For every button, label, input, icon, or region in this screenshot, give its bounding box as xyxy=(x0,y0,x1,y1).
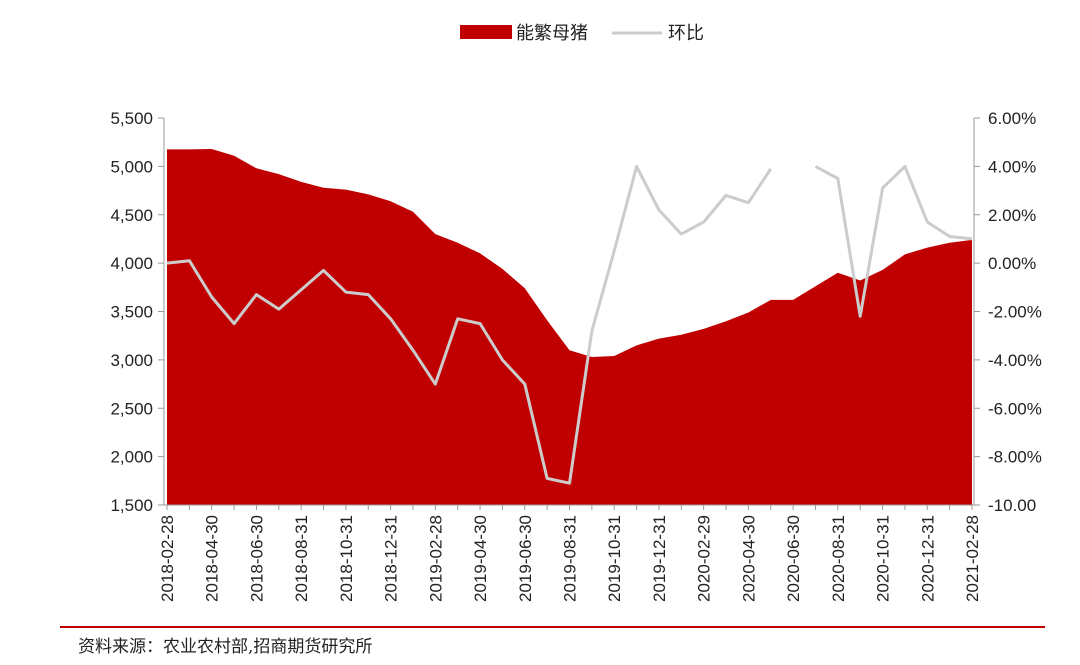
legend-label-sows: 能繁母猪 xyxy=(516,23,588,44)
x-tick-label: 2020-10-31 xyxy=(874,515,893,602)
x-tick-label: 2018-10-31 xyxy=(337,515,356,602)
right-tick-label: -4.00% xyxy=(988,351,1042,370)
x-tick-label: 2019-06-30 xyxy=(516,515,535,602)
x-tick-label: 2020-12-31 xyxy=(918,515,937,602)
plot-area: 1,500 2,000 2,500 3,000 3,500 4,000 4,500 5,000… xyxy=(110,109,1041,602)
x-tick-label: 2018-06-30 xyxy=(247,515,266,602)
x-tick-label: 2020-08-31 xyxy=(829,515,848,602)
left-tick-label: 5,000 xyxy=(110,157,153,176)
left-tick-label: 5,500 xyxy=(110,109,153,128)
right-tick-label: -10.00 xyxy=(988,496,1036,515)
right-tick-label: -8.00% xyxy=(988,448,1042,467)
area-series-sows xyxy=(167,149,972,505)
x-tick-label: 2019-10-31 xyxy=(605,515,624,602)
left-tick-label: 2,500 xyxy=(110,399,153,418)
x-tick-label: 2018-04-30 xyxy=(203,515,222,602)
right-tick-label: 0.00% xyxy=(988,254,1036,273)
right-tick-label: 2.00% xyxy=(988,206,1036,225)
line-series-mom-segment-1 xyxy=(166,164,773,485)
left-tick-label: 3,000 xyxy=(110,351,153,370)
x-tick-label: 2020-02-29 xyxy=(695,515,714,602)
legend: 能繁母猪 环比 xyxy=(460,23,704,44)
x-tick-label: 2020-04-30 xyxy=(739,515,758,602)
x-tick-label: 2019-12-31 xyxy=(650,515,669,602)
source-note: 资料来源：农业农村部,招商期货研究所 xyxy=(78,637,373,657)
x-tick-label: 2021-02-28 xyxy=(963,515,982,602)
x-tick-label: 2019-08-31 xyxy=(561,515,580,602)
right-tick-label: -2.00% xyxy=(988,303,1042,322)
x-tick-label: 2019-02-28 xyxy=(426,515,445,602)
right-tick-label: 4.00% xyxy=(988,157,1036,176)
left-tick-label: 4,000 xyxy=(110,254,153,273)
x-tick-label: 2019-04-30 xyxy=(471,515,490,602)
footer-divider xyxy=(60,626,1045,628)
left-tick-label: 1,500 xyxy=(110,496,153,515)
left-tick-label: 2,000 xyxy=(110,448,153,467)
x-tick-label: 2018-02-28 xyxy=(158,515,177,602)
x-tick-label: 2020-06-30 xyxy=(784,515,803,602)
right-tick-label: 6.00% xyxy=(988,109,1036,128)
legend-label-mom: 环比 xyxy=(668,23,704,44)
x-tick-label: 2018-08-31 xyxy=(292,515,311,602)
left-tick-label: 4,500 xyxy=(110,206,153,225)
line-series-mom-segment-2 xyxy=(814,164,973,318)
x-tick-label: 2018-12-31 xyxy=(382,515,401,602)
right-tick-label: -6.00% xyxy=(988,399,1042,418)
left-tick-label: 3,500 xyxy=(110,303,153,322)
legend-swatch-sows xyxy=(460,25,512,39)
